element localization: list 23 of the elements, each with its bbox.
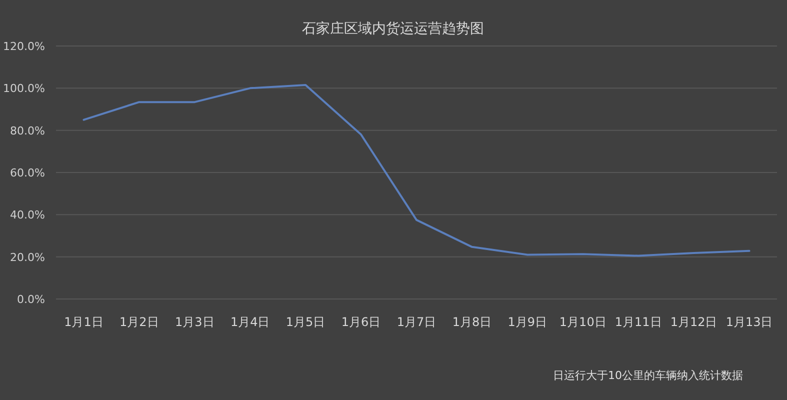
x-tick-label: 1月1日 bbox=[64, 315, 104, 329]
x-tick-label: 1月7日 bbox=[396, 315, 436, 329]
y-tick-label: 60.0% bbox=[10, 166, 45, 180]
x-tick-label: 1月6日 bbox=[341, 315, 381, 329]
x-tick-label: 1月9日 bbox=[508, 315, 548, 329]
y-tick-label: 120.0% bbox=[3, 40, 45, 53]
y-tick-label: 80.0% bbox=[10, 124, 45, 138]
text: 日运行大于10公里的车辆纳入统计数据 bbox=[553, 369, 743, 382]
x-tick-label: 1月8日 bbox=[452, 315, 492, 329]
y-tick-label: 0.0% bbox=[17, 293, 45, 306]
x-tick-label: 1月11日 bbox=[614, 315, 662, 329]
x-tick-label: 1月3日 bbox=[175, 315, 214, 329]
line-series bbox=[82, 84, 750, 257]
x-tick-label: 1月5日 bbox=[286, 315, 326, 329]
x-tick-label: 1月12日 bbox=[670, 315, 718, 329]
y-tick-label: 40.0% bbox=[10, 208, 45, 222]
y-tick-label: 20.0% bbox=[10, 250, 45, 264]
x-tick-label: 1月2日 bbox=[120, 315, 159, 329]
x-tick-label: 1月4日 bbox=[230, 315, 270, 329]
y-tick-label: 100.0% bbox=[3, 82, 45, 96]
chart-title: 石家庄区域内货运运营趋势图 bbox=[302, 21, 484, 37]
x-tick-label: 1月10日 bbox=[559, 315, 606, 329]
x-tick-label: 1月13日 bbox=[726, 315, 773, 329]
